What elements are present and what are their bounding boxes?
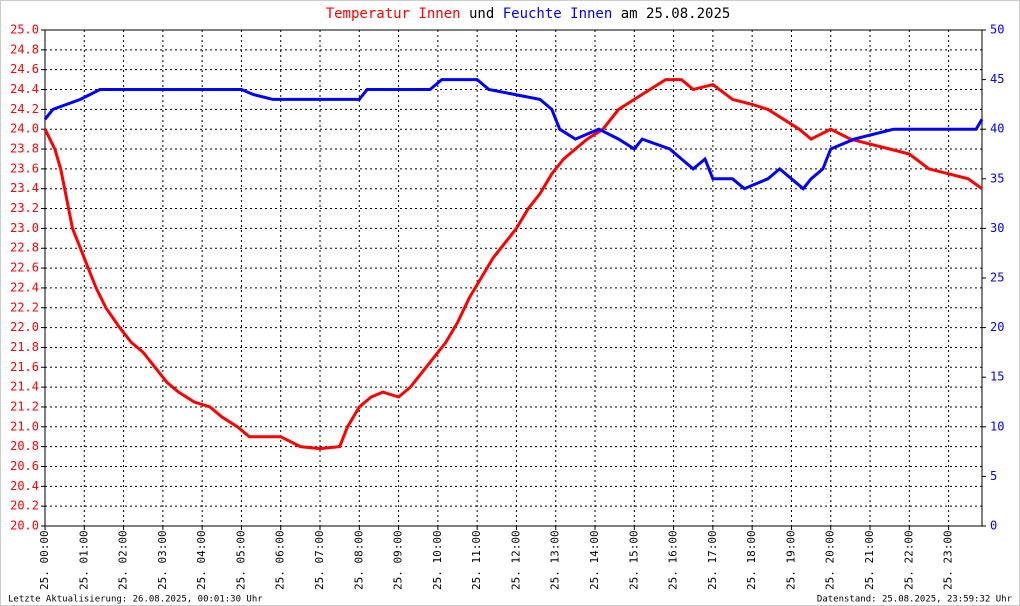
x-tick-label: 25. 07:00 bbox=[313, 530, 326, 590]
y2-tick-label: 45 bbox=[990, 72, 1004, 86]
x-tick-label: 25. 22:00 bbox=[902, 530, 915, 590]
y-tick-label: 20.6 bbox=[10, 459, 39, 473]
y2-tick-label: 35 bbox=[990, 171, 1004, 185]
plot-border bbox=[44, 29, 983, 527]
y-tick-label: 21.0 bbox=[10, 419, 39, 433]
x-tick-label: 25. 19:00 bbox=[784, 530, 797, 590]
y2-tick-label: 15 bbox=[990, 370, 1004, 384]
title-date: am 25.08.2025 bbox=[621, 6, 731, 22]
x-tick-label: 25. 18:00 bbox=[745, 530, 758, 590]
y2-tick-label: 40 bbox=[990, 122, 1004, 136]
y-tick-label: 24.0 bbox=[10, 122, 39, 136]
y2-tick-label: 5 bbox=[990, 469, 997, 483]
y-tick-label: 22.8 bbox=[10, 241, 39, 255]
x-tick-label: 25. 06:00 bbox=[274, 530, 287, 590]
y-tick-label: 20.0 bbox=[10, 519, 39, 533]
x-tick-label: 25. 16:00 bbox=[667, 530, 680, 590]
x-tick-label: 25. 09:00 bbox=[392, 530, 405, 590]
x-tick-label: 25. 10:00 bbox=[431, 530, 444, 590]
y-tick-label: 22.2 bbox=[10, 300, 39, 314]
y-tick-label: 22.0 bbox=[10, 320, 39, 334]
title-hum: Feuchte Innen bbox=[503, 6, 613, 22]
x-tick-label: 25. 05:00 bbox=[234, 530, 247, 590]
x-tick-label: 25. 11:00 bbox=[470, 530, 483, 590]
x-tick-label: 25. 12:00 bbox=[509, 530, 522, 590]
x-tick-label: 25. 01:00 bbox=[77, 530, 90, 590]
footer-left: Letzte Aktualisierung: 26.08.2025, 00:01… bbox=[8, 595, 263, 605]
y-tick-label: 25.0 bbox=[10, 23, 39, 37]
title-connector: und bbox=[469, 6, 494, 22]
y-tick-label: 21.4 bbox=[10, 380, 39, 394]
x-tick-label: 25. 13:00 bbox=[549, 530, 562, 590]
x-tick-label: 25. 04:00 bbox=[195, 530, 208, 590]
y-tick-label: 23.6 bbox=[10, 161, 39, 175]
y-tick-label: 22.6 bbox=[10, 261, 39, 275]
y-tick-label: 23.0 bbox=[10, 221, 39, 235]
x-tick-label: 25. 03:00 bbox=[156, 530, 169, 590]
y-tick-label: 24.6 bbox=[10, 62, 39, 76]
y2-tick-label: 10 bbox=[990, 419, 1004, 433]
y-tick-label: 21.2 bbox=[10, 399, 39, 413]
x-tick-label: 25. 23:00 bbox=[942, 530, 955, 590]
y-tick-label: 20.4 bbox=[10, 479, 39, 493]
series-line bbox=[43, 78, 984, 191]
y-tick-label: 23.4 bbox=[10, 181, 39, 195]
y-tick-label: 20.8 bbox=[10, 439, 39, 453]
y-tick-label: 21.8 bbox=[10, 340, 39, 354]
x-tick-label: 25. 21:00 bbox=[863, 530, 876, 590]
y2-tick-label: 25 bbox=[990, 271, 1004, 285]
x-tick-label: 25. 17:00 bbox=[706, 530, 719, 590]
x-tick-label: 25. 14:00 bbox=[588, 530, 601, 590]
title-temp: Temperatur Innen bbox=[326, 6, 461, 22]
y2-tick-label: 50 bbox=[990, 23, 1004, 37]
y-tick-label: 24.4 bbox=[10, 82, 39, 96]
y-tick-label: 24.8 bbox=[10, 42, 39, 56]
footer-right: Datenstand: 25.08.2025, 23:59:32 Uhr bbox=[817, 595, 1013, 605]
y-tick-label: 22.4 bbox=[10, 280, 39, 294]
x-tick-label: 25. 00:00 bbox=[38, 530, 51, 590]
y-tick-label: 23.8 bbox=[10, 142, 39, 156]
x-tick-label: 25. 20:00 bbox=[824, 530, 837, 590]
chart-title: Temperatur Innen und Feuchte Innen am 25… bbox=[326, 6, 731, 22]
y2-tick-label: 30 bbox=[990, 221, 1004, 235]
x-tick-label: 25. 15:00 bbox=[627, 530, 640, 590]
y2-tick-label: 20 bbox=[990, 320, 1004, 334]
y-tick-label: 21.6 bbox=[10, 360, 39, 374]
y-tick-label: 20.2 bbox=[10, 499, 39, 513]
y2-tick-label: 0 bbox=[990, 519, 997, 533]
y-tick-label: 24.2 bbox=[10, 102, 39, 116]
series-line bbox=[43, 78, 983, 451]
x-tick-label: 25. 08:00 bbox=[352, 530, 365, 590]
y-tick-label: 23.2 bbox=[10, 201, 39, 215]
x-tick-label: 25. 02:00 bbox=[117, 530, 130, 590]
